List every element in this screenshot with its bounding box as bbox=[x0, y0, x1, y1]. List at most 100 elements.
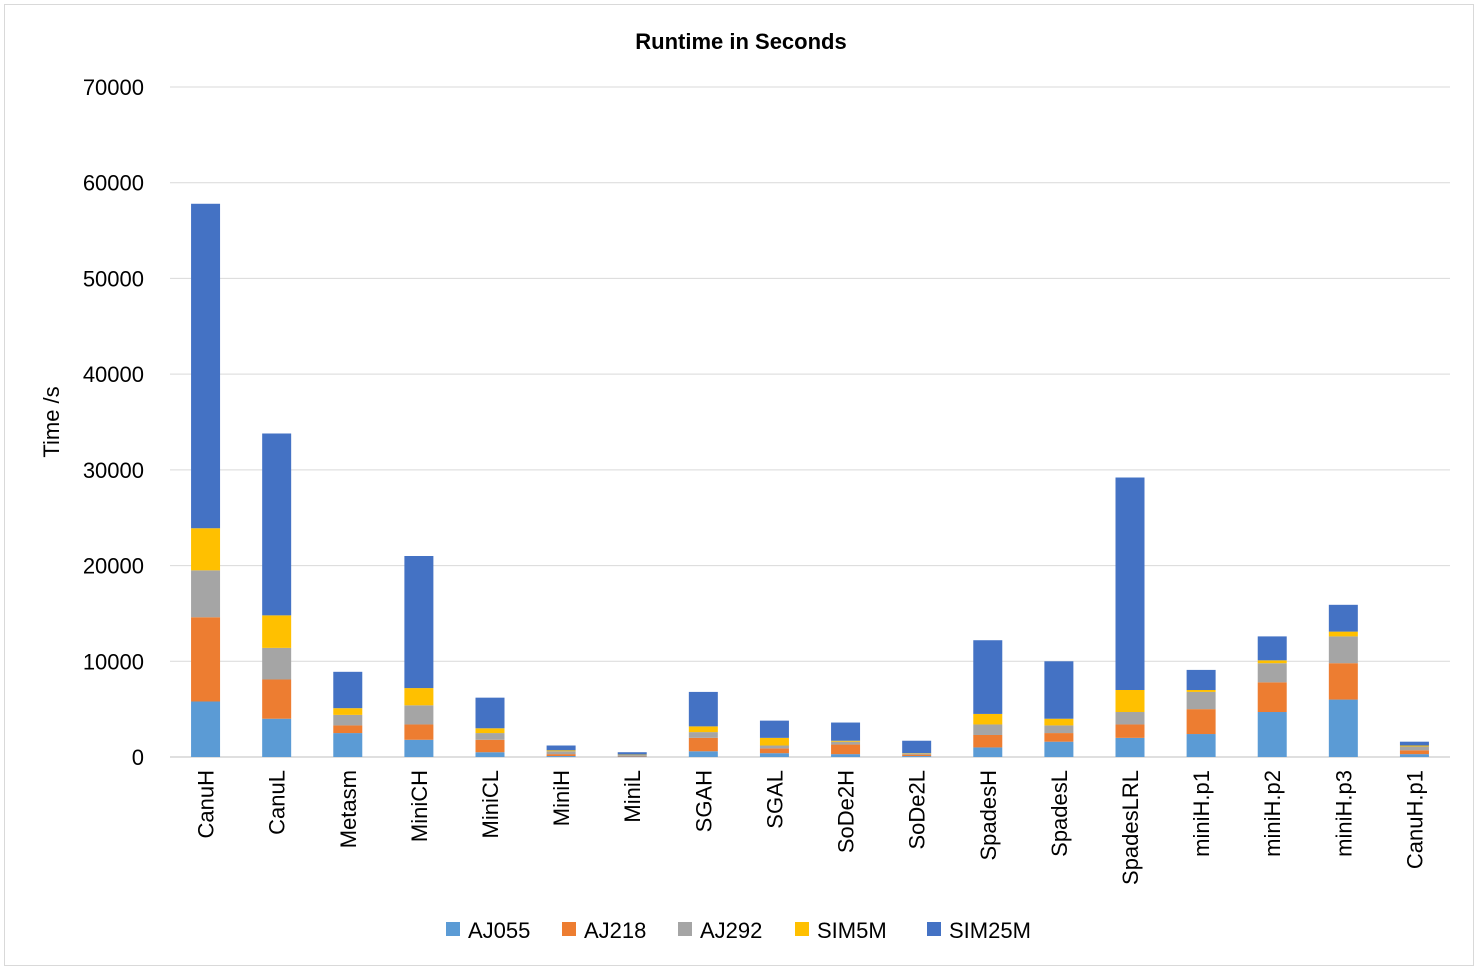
x-axis-ticks: CanuH CanuL Metasm MiniCH MiniCL MiniH MiniL SG… bbox=[194, 770, 1428, 885]
bar-segment-sim5m-canul bbox=[262, 615, 292, 648]
bar-segment-aj218-sode2l bbox=[902, 754, 932, 757]
bar-segment-aj218-metasm bbox=[333, 725, 363, 734]
legend-swatch-aj292 bbox=[678, 922, 692, 936]
bar-segment-sim25m-minih bbox=[546, 745, 576, 751]
bar-segment-sim5m-minich bbox=[404, 688, 434, 706]
bar-segment-sim25m-canuh-p1 bbox=[1399, 741, 1429, 746]
chart-frame bbox=[4, 4, 1474, 966]
bar-segment-aj055-minich bbox=[404, 739, 434, 757]
legend-label-aj055: AJ055 bbox=[468, 918, 530, 943]
bar-segment-sim25m-metasm bbox=[333, 671, 363, 709]
legend-swatch-sim5m bbox=[795, 922, 809, 936]
bar-segment-aj218-canul bbox=[262, 679, 292, 719]
bar-segment-aj218-canuh-p1 bbox=[1399, 750, 1429, 755]
bar-segment-aj055-canul bbox=[262, 718, 292, 757]
bar-segment-aj292-spadeslrl bbox=[1115, 712, 1145, 725]
bar-segment-aj292-sode2l bbox=[902, 753, 932, 755]
x-tick-label: CanuH.p1 bbox=[1402, 770, 1427, 869]
y-tick-label: 20000 bbox=[83, 554, 144, 579]
bar-segment-sim5m-sode2h bbox=[831, 740, 861, 742]
legend-label-aj292: AJ292 bbox=[700, 918, 762, 943]
bar-segment-sim25m-spadesl bbox=[1044, 661, 1074, 719]
bar-segment-aj055-sgal bbox=[759, 753, 789, 757]
bar-segment-aj292-minih bbox=[546, 751, 576, 755]
x-tick-label: SGAH bbox=[691, 770, 716, 832]
bar-segment-sim5m-spadesl bbox=[1044, 718, 1074, 726]
bar-segment-aj055-minicl bbox=[475, 752, 505, 757]
bar-segment-aj218-sgal bbox=[759, 748, 789, 754]
bar-segment-aj292-sgal bbox=[759, 745, 789, 749]
bar-segment-sim25m-minich bbox=[404, 556, 434, 689]
bar-segment-aj055-sode2h bbox=[831, 754, 861, 757]
bar-segment-aj055-sode2l bbox=[902, 756, 932, 757]
bar-segment-sim5m-canuh bbox=[191, 528, 221, 571]
legend-swatch-aj055 bbox=[446, 922, 460, 936]
bar-segment-aj055-spadesl bbox=[1044, 741, 1074, 757]
legend-label-sim25m: SIM25M bbox=[949, 918, 1031, 943]
bar-segment-sim5m-minih-p1 bbox=[1186, 690, 1216, 692]
x-tick-label: SoDe2L bbox=[905, 770, 930, 850]
bar-segment-sim5m-metasm bbox=[333, 708, 363, 715]
bar-segment-aj218-sgah bbox=[688, 737, 718, 752]
bar-segment-aj292-sgah bbox=[688, 732, 718, 738]
bar-segment-aj055-minih-p1 bbox=[1186, 734, 1216, 757]
bar-segment-aj292-minih-p2 bbox=[1257, 663, 1287, 683]
bar-segment-aj292-minich bbox=[404, 705, 434, 725]
x-tick-label: MiniH bbox=[549, 770, 574, 826]
bar-segment-sim25m-canul bbox=[262, 433, 292, 616]
bar-segment-aj292-canuh-p1 bbox=[1399, 746, 1429, 751]
bar-segment-sim25m-sgah bbox=[688, 691, 718, 727]
bar-segment-sim5m-minih bbox=[546, 750, 576, 752]
gridlines bbox=[170, 86, 1450, 758]
bar-segment-aj292-minicl bbox=[475, 733, 505, 740]
y-tick-label: 60000 bbox=[83, 171, 144, 196]
bar-segment-sim25m-minih-p2 bbox=[1257, 636, 1287, 661]
y-axis-ticks: 0 10000 20000 30000 40000 50000 60000 70000 bbox=[83, 75, 144, 770]
y-tick-label: 0 bbox=[132, 745, 144, 770]
bar-segment-aj218-spadeslrl bbox=[1115, 724, 1145, 738]
bar-segment-sim5m-spadeslrl bbox=[1115, 690, 1145, 713]
bar-segment-sim25m-minih-p3 bbox=[1328, 604, 1358, 632]
bar-segment-sim25m-minil bbox=[617, 752, 647, 755]
legend-swatch-sim25m bbox=[927, 922, 941, 936]
x-tick-label: miniH.p1 bbox=[1189, 770, 1214, 857]
y-tick-label: 10000 bbox=[83, 649, 144, 674]
bar-segment-aj292-spadesl bbox=[1044, 725, 1074, 734]
bar-segment-aj218-minih-p3 bbox=[1328, 663, 1358, 700]
y-tick-label: 30000 bbox=[83, 458, 144, 483]
bar-segment-aj055-sgah bbox=[688, 751, 718, 757]
bar-segment-aj218-spadesl bbox=[1044, 733, 1074, 742]
bar-segment-aj218-sode2h bbox=[831, 744, 861, 755]
bar-segment-aj292-sode2h bbox=[831, 741, 861, 745]
bar-segment-sim25m-spadeslrl bbox=[1115, 477, 1145, 690]
x-tick-label: MiniL bbox=[620, 770, 645, 823]
bar-segment-sim5m-canuh-p1 bbox=[1399, 745, 1429, 747]
bar-segment-sim25m-minicl bbox=[475, 697, 505, 729]
y-tick-label: 70000 bbox=[83, 75, 144, 100]
bar-segment-aj292-canul bbox=[262, 647, 292, 680]
x-tick-label: SpadesLRL bbox=[1118, 770, 1143, 885]
x-tick-label: Metasm bbox=[336, 770, 361, 848]
bar-segment-aj055-canuh-p1 bbox=[1399, 754, 1429, 757]
legend-label-sim5m: SIM5M bbox=[817, 918, 887, 943]
bar-segment-aj055-canuh bbox=[191, 701, 221, 757]
bar-segment-aj055-minih-p3 bbox=[1328, 699, 1358, 757]
bar-segment-sim25m-sode2l bbox=[902, 740, 932, 754]
bar-segment-aj292-canuh bbox=[191, 570, 221, 618]
bar-segment-aj055-spadeslrl bbox=[1115, 737, 1145, 757]
bar-segment-aj218-minih-p2 bbox=[1257, 682, 1287, 713]
bar-segment-aj218-spadesh bbox=[973, 734, 1003, 748]
bar-segment-aj218-minih bbox=[546, 754, 576, 757]
chart-title: Runtime in Seconds bbox=[635, 29, 846, 54]
y-axis-label: Time /s bbox=[39, 386, 64, 457]
legend-label-aj218: AJ218 bbox=[584, 918, 646, 943]
bars bbox=[191, 203, 1429, 757]
bar-segment-aj218-minih-p1 bbox=[1186, 709, 1216, 735]
bar-segment-aj292-metasm bbox=[333, 714, 363, 726]
x-tick-label: SpadesH bbox=[976, 770, 1001, 861]
bar-segment-aj292-minih-p3 bbox=[1328, 636, 1358, 664]
bar-segment-sim5m-minih-p2 bbox=[1257, 660, 1287, 664]
x-tick-label: SGAL bbox=[762, 770, 787, 829]
bar-segment-sim5m-spadesh bbox=[973, 713, 1003, 725]
